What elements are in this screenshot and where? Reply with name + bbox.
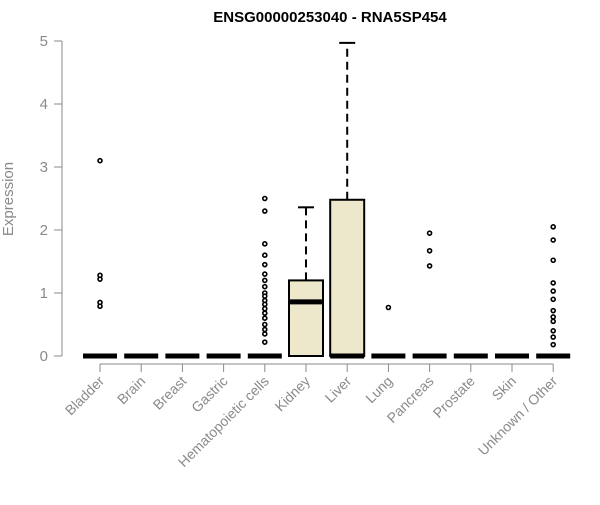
box-kidney	[288, 206, 324, 357]
outlier-point	[550, 307, 557, 314]
outlier-point	[550, 327, 557, 334]
box-unknown-other	[536, 224, 571, 359]
box	[288, 279, 324, 357]
outlier-point	[261, 321, 268, 328]
outlier-point	[426, 247, 433, 254]
outlier-point	[550, 224, 557, 230]
outlier-point	[261, 277, 268, 284]
chart-title: ENSG00000253040 - RNA5SP454	[213, 9, 447, 26]
outlier-point	[550, 341, 557, 348]
box-lung	[371, 304, 406, 359]
outlier-point	[261, 293, 268, 299]
outlier-point	[97, 276, 103, 282]
outlier-point	[550, 318, 557, 325]
outlier-point	[426, 263, 433, 269]
x-tick-label: Lung	[362, 373, 395, 406]
outlier-point	[261, 271, 268, 277]
box	[329, 198, 366, 357]
outlier-point	[97, 157, 103, 164]
outlier-point	[261, 252, 268, 258]
x-tick-label: Prostate	[430, 373, 478, 421]
outlier-point	[550, 280, 557, 286]
box-hematopoietic-cells	[247, 195, 282, 359]
y-tick-label: 3	[40, 159, 48, 176]
y-tick-label: 0	[40, 348, 48, 365]
outlier-point	[550, 257, 557, 264]
outlier-point	[261, 241, 268, 247]
outlier-point	[426, 230, 433, 236]
box-pancreas	[412, 230, 447, 359]
x-tick-label: Kidney	[272, 373, 314, 415]
outlier-point	[261, 261, 268, 268]
outlier-point	[261, 208, 268, 214]
y-tick-label: 2	[40, 222, 48, 239]
outlier-point	[550, 296, 557, 303]
outlier-point	[385, 304, 392, 311]
x-tick-label: Breast	[150, 373, 190, 413]
outlier-point	[261, 301, 268, 308]
outlier-point	[261, 315, 268, 322]
y-tick-label: 1	[40, 285, 48, 302]
box-liver	[329, 41, 366, 359]
outlier-point	[550, 334, 557, 340]
y-tick-label: 5	[40, 33, 48, 50]
outlier-point	[550, 314, 557, 320]
y-axis: 0 1 2 3 4 5	[40, 33, 63, 365]
outlier-point	[261, 310, 268, 316]
outlier-point	[261, 283, 268, 290]
x-tick-label: Liver	[322, 373, 355, 406]
x-tick-label: Bladder	[62, 373, 108, 419]
box-group	[83, 41, 571, 359]
box-bladder	[83, 157, 117, 359]
outlier-point	[261, 331, 268, 337]
y-tick-label: 4	[40, 96, 48, 113]
outlier-point	[261, 339, 268, 345]
outlier-point	[261, 305, 268, 312]
outlier-point	[550, 237, 557, 243]
outlier-point	[550, 288, 557, 294]
x-tick-label: Brain	[114, 373, 148, 407]
outlier-point	[97, 303, 103, 310]
x-tick-label: Skin	[489, 373, 520, 404]
outlier-point	[261, 326, 268, 333]
y-axis-title: Expression	[0, 162, 17, 236]
outlier-point	[261, 195, 268, 202]
